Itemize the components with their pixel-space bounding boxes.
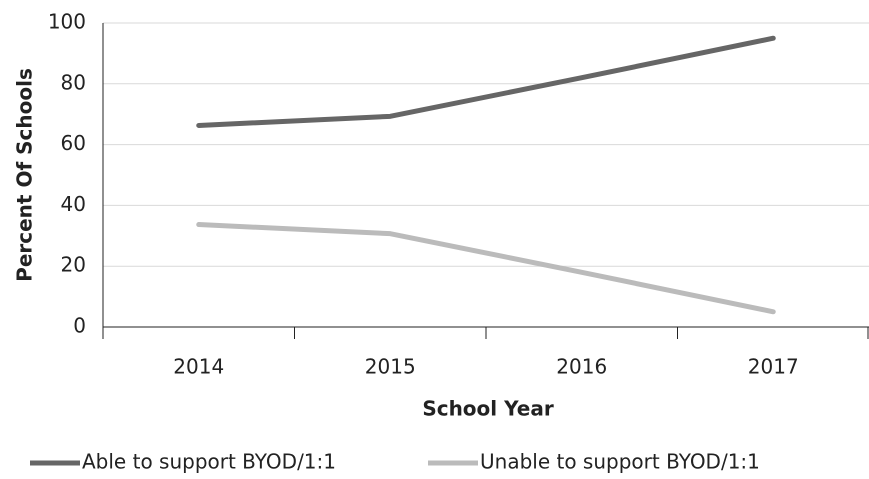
y-tick-label: 60 [61, 131, 86, 155]
x-tick-label: 2017 [748, 355, 799, 379]
x-tick-label: 2014 [173, 355, 224, 379]
x-tick-label: 2015 [365, 355, 416, 379]
legend-label: Able to support BYOD/1:1 [82, 450, 336, 474]
y-tick-label: 40 [61, 192, 86, 216]
y-tick-label: 100 [48, 10, 86, 34]
y-tick-label: 20 [61, 253, 86, 277]
y-tick-label: 80 [61, 70, 86, 94]
legend-label: Unable to support BYOD/1:1 [480, 450, 760, 474]
series-line [196, 35, 776, 128]
x-axis-title: School Year [422, 397, 554, 421]
x-tick-label: 2016 [556, 355, 607, 379]
y-tick-label: 0 [73, 314, 86, 338]
series-line [196, 222, 776, 315]
y-axis-title: Percent Of Schools [13, 68, 37, 282]
